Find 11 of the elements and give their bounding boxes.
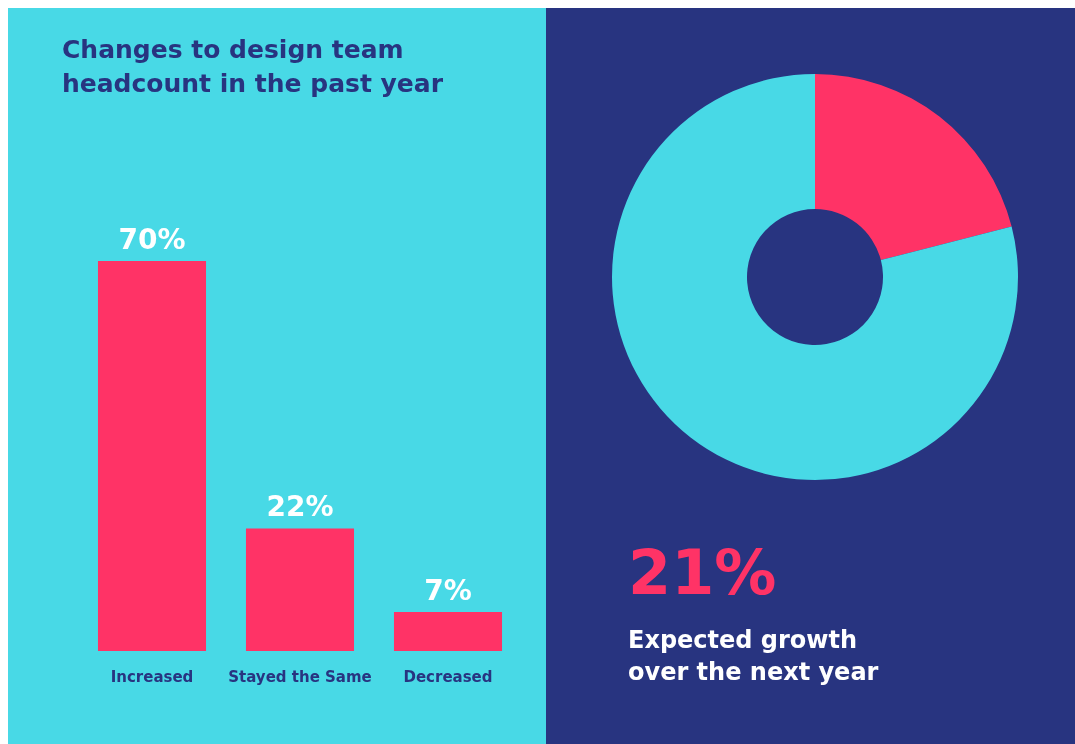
text: Expected growth over the next year bbox=[628, 626, 879, 686]
text: 21% bbox=[628, 536, 777, 609]
x-tick-label: Stayed the Same bbox=[228, 667, 372, 686]
donut-slice bbox=[815, 74, 1012, 261]
data-label: 70% bbox=[118, 223, 186, 256]
x-tick-label: Decreased bbox=[403, 667, 493, 686]
donut-slice bbox=[612, 74, 1018, 480]
chart-title: Changes to design team headcount in the past year bbox=[62, 35, 444, 98]
x-tick-label: Increased bbox=[110, 667, 194, 686]
data-label: 22% bbox=[266, 490, 334, 524]
data-label: 7% bbox=[424, 574, 472, 607]
